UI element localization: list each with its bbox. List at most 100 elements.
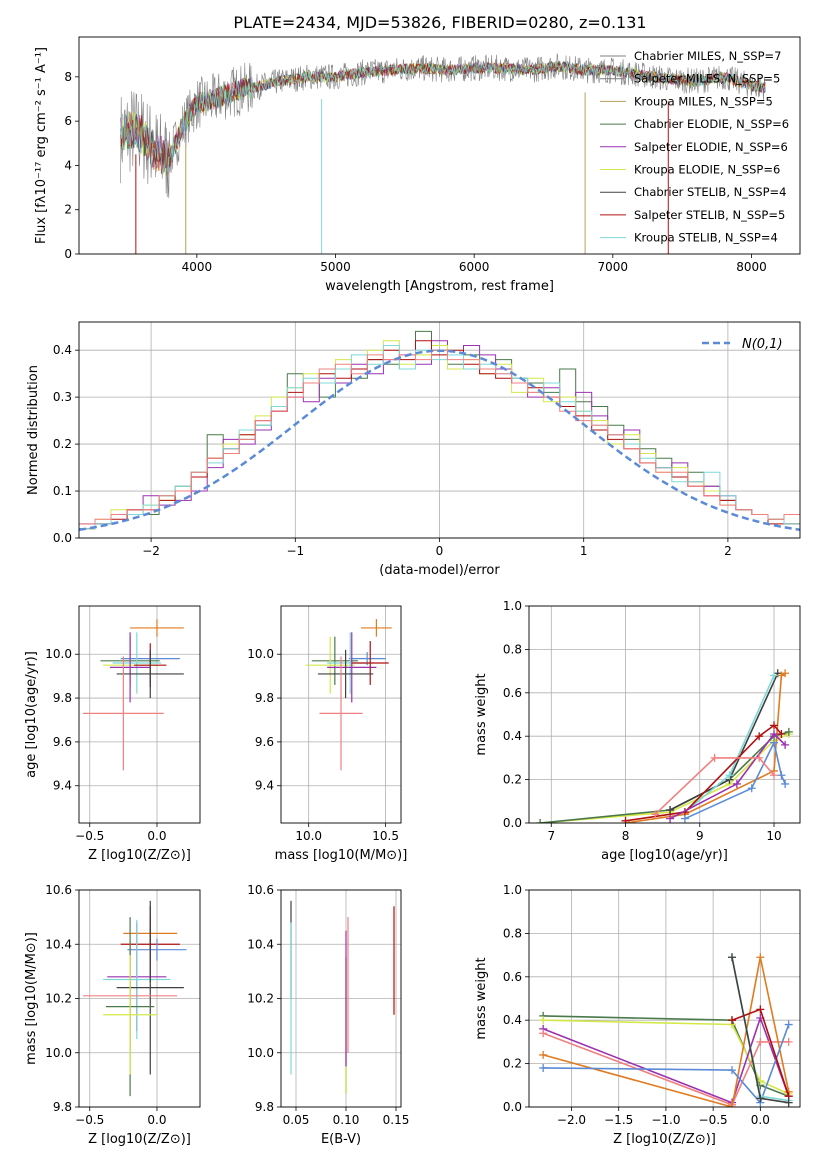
panel-mass_vs_z: −0.5 0.0 9.8 10.0 10.2 10.4 10.6 Z [log10(Z/Z⊙)…	[24, 883, 201, 1147]
y-tick-label: 0.4	[53, 343, 72, 357]
y-tick-label: 10.0	[45, 1046, 72, 1060]
plot-area	[539, 953, 793, 1107]
x-tick-label: −0.5	[75, 1113, 104, 1127]
series-line	[542, 1015, 790, 1104]
y-tick-label: 9.4	[53, 779, 72, 793]
data-point	[770, 738, 779, 747]
legend-entry: Salpeter ELODIE, N_SSP=6	[634, 140, 788, 154]
data-point	[539, 1029, 548, 1038]
y-tick-label: 0.4	[503, 729, 522, 743]
x-axis-label: mass [log10(M/M⊙)]	[275, 848, 408, 863]
x-tick-label: 7	[547, 829, 555, 843]
x-tick-label: 8000	[736, 260, 767, 274]
data-point	[710, 753, 719, 762]
axes-frame	[78, 321, 801, 539]
y-tick-label: 10.0	[45, 647, 72, 661]
x-axis-label: age [log10(age/yr)]	[601, 848, 728, 863]
data-point	[784, 727, 793, 736]
data-point	[770, 730, 779, 739]
y-axis-label: mass [log10(M/M⊙)]	[24, 932, 39, 1065]
x-tick-label: 7000	[598, 260, 629, 274]
data-point	[770, 721, 779, 730]
y-tick-label: 8	[64, 70, 72, 84]
y-tick-label: 9.8	[53, 1100, 72, 1114]
x-tick-label: 10.0	[295, 829, 322, 843]
y-tick-label: 0.2	[53, 437, 72, 451]
axes-frame	[78, 889, 201, 1108]
y-tick-label: 0.1	[53, 484, 72, 498]
x-tick-label: 10	[766, 829, 781, 843]
x-axis-label: wavelength [Angstrom, rest frame]	[325, 279, 554, 294]
x-tick-label: 0.05	[283, 1113, 310, 1127]
data-point	[728, 953, 737, 962]
series-line	[669, 732, 786, 820]
panel-mass_vs_ebv: 0.05 0.10 0.15 9.8 10.0 10.2 10.4 10.6 E(B-V)	[247, 883, 409, 1147]
y-axis-label: mass weight	[474, 673, 489, 755]
data-point	[732, 779, 741, 788]
panel-age_vs_z: −0.5 0.0 9.4 9.6 9.8 10.0 Z [log10(Z/Z⊙)] age […	[24, 605, 201, 863]
data-point	[747, 784, 756, 793]
axes-frame	[280, 605, 402, 824]
data-point	[756, 1094, 765, 1103]
axes-frame	[280, 889, 402, 1108]
model-spectrum-line	[120, 60, 766, 175]
plot-area	[290, 900, 395, 1094]
y-tick-label: 0.8	[503, 926, 522, 940]
panel-mw_vs_z: −2.0 −1.5 −1.0 −0.5 0.0 0.0 0.2 0.4 0.6 0.8 1.0 Z […	[474, 883, 801, 1147]
y-tick-label: 0.6	[503, 686, 522, 700]
series-line	[669, 672, 779, 811]
y-tick-label: 0.2	[503, 1057, 522, 1071]
panel-mw_vs_age: 7 8 9 10 0.0 0.2 0.4 0.6 0.8 1.0 age [log10(age/yr…	[474, 599, 801, 863]
plot-area	[83, 900, 187, 1097]
data-point	[666, 805, 675, 814]
panel-residuals: −2 −1 0 1 2 0.0 0.1 0.2 0.3 0.4 (data-model)/error…	[26, 321, 801, 578]
series-line	[540, 731, 790, 823]
data-point	[680, 814, 689, 823]
y-tick-label: 0.3	[53, 390, 72, 404]
axes-frame	[78, 36, 801, 255]
series-line	[625, 724, 783, 822]
y-axis-label: age [log10(age/yr)]	[24, 651, 39, 778]
x-tick-label: 0.15	[383, 1113, 410, 1127]
data-point	[756, 1037, 765, 1046]
y-tick-label: 9.8	[53, 691, 72, 705]
y-axis-label: mass weight	[474, 957, 489, 1039]
y-tick-label: 9.6	[255, 735, 274, 749]
gaussian-curve	[79, 349, 800, 532]
y-tick-label: 6	[64, 114, 72, 128]
y-tick-label: 0.2	[503, 773, 522, 787]
legend-entry: Salpeter STELIB, N_SSP=5	[634, 208, 785, 222]
data-point	[539, 1016, 548, 1025]
data-point	[784, 1098, 793, 1107]
data-point	[539, 1063, 548, 1072]
y-tick-label: 10.0	[247, 1046, 274, 1060]
data-point	[781, 779, 790, 788]
x-tick-label: 4000	[182, 260, 213, 274]
figure-title: PLATE=2434, MJD=53826, FIBERID=0280, z=0…	[233, 13, 646, 32]
x-axis-label: Z [log10(Z/Z⊙)]	[88, 1132, 191, 1147]
plot-area	[79, 330, 800, 532]
data-point	[728, 1103, 737, 1107]
data-point	[770, 671, 779, 680]
axes-frame	[528, 605, 801, 824]
y-tick-label: 1.0	[503, 599, 522, 613]
data-point	[770, 771, 779, 780]
x-tick-label: −0.5	[699, 1113, 728, 1127]
y-tick-label: 0.6	[503, 970, 522, 984]
data-point	[755, 732, 764, 741]
x-tick-label: −1.5	[604, 1113, 633, 1127]
x-tick-label: −1	[286, 544, 304, 558]
x-axis-label: (data-model)/error	[379, 563, 500, 578]
series-line	[543, 1019, 790, 1095]
y-tick-label: 4	[64, 158, 72, 172]
y-tick-label: 10.0	[247, 647, 274, 661]
legend-entry: Chabrier MILES, N_SSP=7	[634, 49, 781, 63]
series-line	[542, 957, 790, 1107]
legend-entry: Kroupa STELIB, N_SSP=4	[634, 231, 778, 245]
data-point	[777, 730, 786, 739]
plot-area	[305, 619, 392, 771]
legend-entry: Chabrier ELODIE, N_SSP=6	[634, 117, 789, 131]
y-tick-label: 10.6	[45, 883, 72, 897]
y-tick-label: 9.4	[255, 779, 274, 793]
data-point	[728, 1016, 737, 1025]
